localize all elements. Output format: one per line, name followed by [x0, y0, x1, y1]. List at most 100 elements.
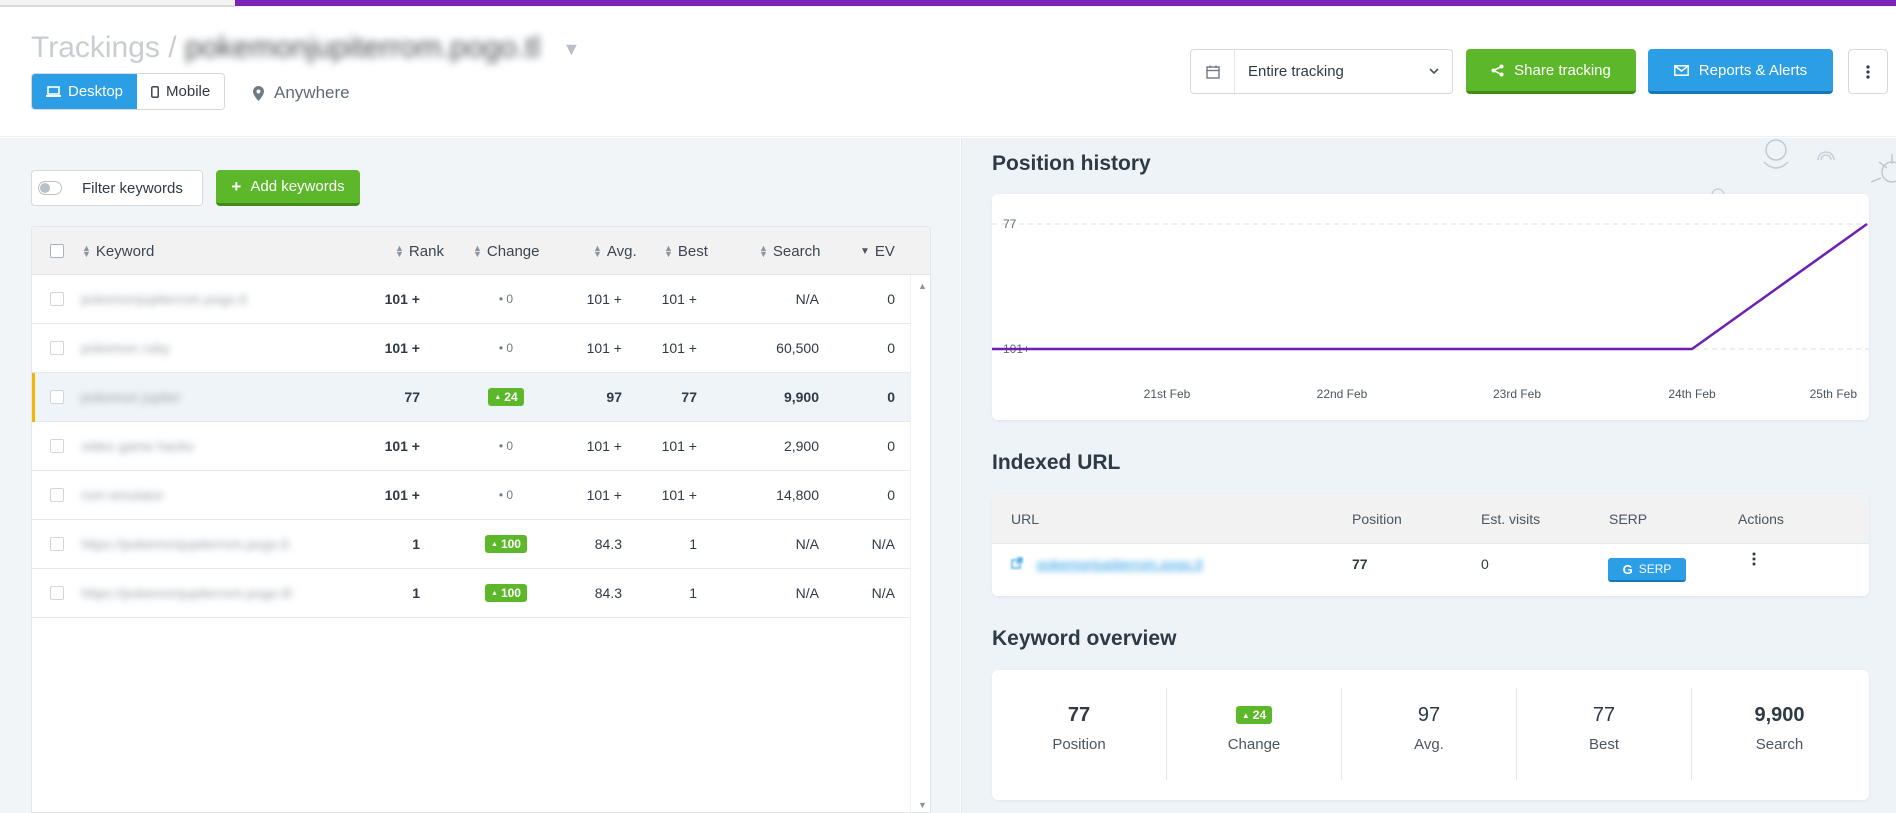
serp-button[interactable]: G SERP — [1608, 558, 1686, 582]
avg-cell: 101 + — [586, 291, 622, 307]
avg-cell: 84.3 — [594, 585, 622, 601]
table-row[interactable]: video game hacks 101 +101 +101 +2,900 0 • 0 — [32, 422, 910, 471]
row-actions-kebab-icon[interactable] — [1752, 552, 1756, 569]
keyword-cell[interactable]: pokemon jupiter — [81, 373, 181, 421]
title-prefix: Trackings / — [31, 31, 177, 64]
change-cell: • 0 — [459, 324, 553, 372]
overview-change-badge: ▲ 24 — [1235, 706, 1273, 724]
mobile-button[interactable]: Mobile — [137, 74, 225, 109]
table-row[interactable]: pokemon jupiter 77 97 77 9,900 0 ▲ 24 — [32, 373, 910, 422]
desktop-button[interactable]: Desktop — [32, 74, 138, 109]
row-checkbox[interactable] — [50, 569, 64, 617]
location-label: Anywhere — [274, 83, 350, 102]
scroll-down-icon[interactable]: ▼ — [918, 800, 927, 810]
overview-avg: 97 Avg. — [1342, 688, 1517, 780]
y-tick-label: 77 — [1003, 217, 1017, 231]
reports-alerts-button[interactable]: Reports & Alerts — [1648, 49, 1833, 94]
column-avg[interactable]: ▲ ▼ Avg. — [593, 242, 637, 260]
tracking-domain[interactable]: pokemonjupiterrom.pogo.tl — [184, 31, 541, 64]
google-icon: G — [1622, 561, 1633, 577]
add-keywords-button[interactable]: + Add keywords — [216, 170, 360, 206]
keyword-cell[interactable]: rom emulator — [81, 471, 163, 519]
keyword-text: pokemonjupiterrom.pogo.tl — [81, 291, 247, 307]
table-row[interactable]: pokemonjupiterrom.pogo.tl 101 + 101 + 101 +… — [32, 275, 910, 324]
change-badge: ▲ 100 — [485, 535, 527, 553]
toggle-switch[interactable] — [38, 181, 62, 195]
ev-cell: 0 — [887, 438, 895, 454]
change-zero: • 0 — [499, 341, 513, 355]
serp-button-label: SERP — [1638, 562, 1672, 576]
row-checkbox[interactable] — [50, 471, 64, 519]
chevron-down-icon[interactable]: ▼ — [562, 38, 581, 59]
column-keyword[interactable]: ▲ ▼ Keyword — [82, 242, 155, 260]
table-row[interactable]: pokemon ruby 101 +101 +101 +60,500 0 • 0 — [32, 324, 910, 373]
column-ev[interactable]: ▼ EV — [860, 242, 895, 260]
filter-keywords-toggle[interactable]: Filter keywords — [31, 170, 203, 206]
row-checkbox[interactable] — [50, 324, 64, 372]
top-progress-strip — [0, 0, 1896, 7]
keyword-cell[interactable]: video game hacks — [81, 422, 194, 470]
row-checkbox[interactable] — [50, 520, 64, 568]
position-history-chart: 77 101+ 21st Feb 22nd Feb 23rd Feb 24th Feb 25… — [991, 194, 1869, 420]
date-range-select[interactable]: Entire tracking — [1190, 49, 1453, 94]
keyword-cell[interactable]: https://pokemonjupiterrom.pogo.tl — [81, 520, 289, 568]
row-checkbox[interactable] — [50, 422, 64, 470]
column-best[interactable]: ▲ ▼ Best — [664, 242, 708, 260]
rank-cell: 101 + — [384, 438, 420, 454]
column-change[interactable]: ▲ ▼ Change — [473, 242, 540, 260]
rank-cell: 1 — [412, 585, 420, 601]
indexed-url-link[interactable]: pokemonjupiterrom.pogo.tl — [1037, 556, 1203, 572]
location-filter[interactable]: Anywhere — [253, 83, 350, 103]
select-all-checkbox[interactable] — [50, 227, 64, 275]
share-tracking-button[interactable]: Share tracking — [1466, 49, 1636, 94]
column-position: Position — [1352, 511, 1402, 527]
device-toggle: Desktop Mobile — [31, 73, 226, 110]
change-cell: • 0 — [459, 422, 553, 470]
keywords-pane: Filter keywords + Add keywords ▲ ▼ Keyword… — [0, 138, 960, 813]
table-header: ▲ ▼ Keyword ▲ ▼ Rank ▲ ▼ Change ▲ ▼ Avg. ▲ ▼ Best … — [32, 227, 930, 275]
change-value: 100 — [500, 586, 521, 600]
table-row[interactable]: rom emulator 101 +101 +101 +14,800 0 • 0 — [32, 471, 910, 520]
overview-avg-label: Avg. — [1414, 736, 1444, 753]
column-actions: Actions — [1738, 511, 1784, 527]
best-cell: 101 + — [661, 438, 697, 454]
column-search[interactable]: ▲ ▼ Search — [759, 242, 821, 260]
envelope-icon — [1673, 64, 1689, 76]
change-value: 24 — [504, 390, 518, 404]
x-tick-label: 24th Feb — [1668, 387, 1716, 401]
position-history-title: Position history — [992, 152, 1151, 175]
reports-label: Reports & Alerts — [1698, 61, 1808, 79]
change-value: 0 — [506, 488, 514, 502]
keyword-cell[interactable]: pokemon ruby — [81, 324, 170, 372]
share-icon — [1491, 64, 1504, 76]
table-scrollbar[interactable]: ▲ ▼ — [910, 275, 930, 812]
table-row[interactable]: https://pokemonjupiterrom.pogo.tl 1 84.3 1 N… — [32, 520, 910, 569]
decorative-illustration — [1711, 139, 1896, 198]
x-tick-label: 23rd Feb — [1493, 387, 1541, 401]
overview-search-label: Search — [1755, 736, 1804, 753]
rank-cell: 101 + — [384, 487, 420, 503]
table-row[interactable]: https://pokemonjupiterrom.pogo.tl/1 84.3 1… — [32, 569, 910, 618]
overview-change: ▲ 24 Change — [1167, 688, 1342, 780]
ev-cell: 0 — [887, 340, 895, 356]
external-link-icon[interactable] — [1011, 556, 1023, 572]
ev-cell: 0 — [887, 389, 895, 405]
change-value: 0 — [506, 341, 514, 355]
row-checkbox[interactable] — [50, 275, 64, 323]
scroll-up-icon[interactable]: ▲ — [918, 281, 927, 291]
keyword-text: video game hacks — [81, 438, 194, 454]
arrow-up-icon: ▲ — [1241, 710, 1250, 720]
overview-change-value: 24 — [1252, 708, 1267, 722]
column-rank[interactable]: ▲ ▼ Rank — [395, 242, 444, 260]
indexed-url-header: URL Position Est. visits SERP Actions — [992, 494, 1869, 544]
keyword-cell[interactable]: https://pokemonjupiterrom.pogo.tl/ — [81, 569, 293, 617]
more-options-button[interactable] — [1848, 49, 1888, 94]
row-checkbox[interactable] — [50, 373, 64, 421]
best-cell: 101 + — [661, 487, 697, 503]
kebab-icon — [1866, 64, 1870, 79]
keyword-cell[interactable]: pokemonjupiterrom.pogo.tl — [81, 275, 247, 323]
strip-line-grey — [0, 5, 235, 7]
rank-cell: 1 — [412, 536, 420, 552]
overview-best-value: 77 — [1592, 703, 1616, 726]
indexed-url-position: 77 — [1352, 556, 1368, 572]
